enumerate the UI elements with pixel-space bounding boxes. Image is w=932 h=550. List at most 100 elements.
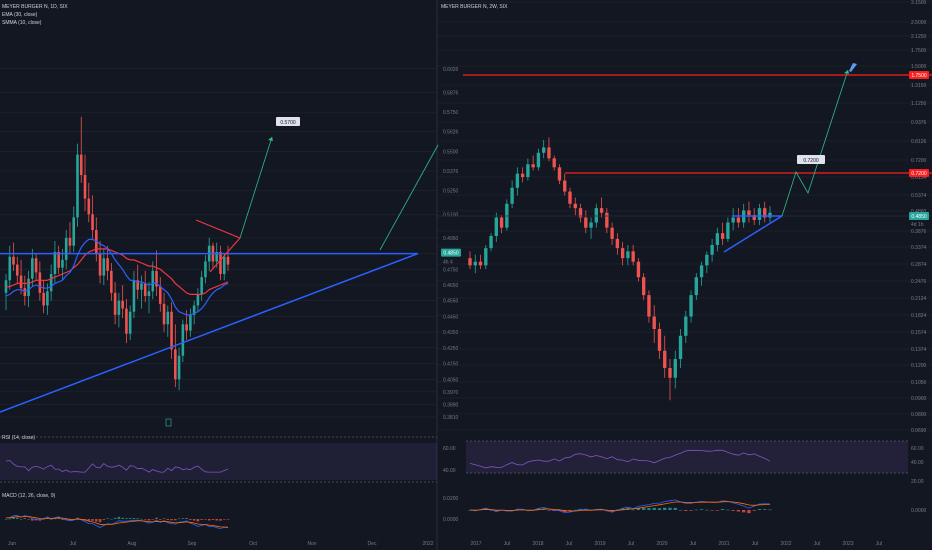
left-rsi-legend: RSI (14, close) [2,435,35,441]
right-candle-body [752,215,756,220]
right-candle-body [631,251,635,262]
right-macd-histogram-bar [647,508,651,510]
right-target-label-bg [797,155,825,164]
left-macd-histogram-bar [4,519,8,520]
right-y-tick-label: 2.1250 [911,34,927,40]
left-macd-histogram-bar [226,519,230,520]
left-rising-trendline [0,252,419,413]
left-macd-histogram-bar [95,519,98,522]
right-y-tick-label: 3.1500 [911,0,927,6]
left-macd-histogram-bar [207,519,211,521]
left-candle-body [181,324,185,356]
right-candle-body [568,191,572,204]
right-candle-body [736,217,741,223]
left-candle-body [57,252,60,268]
left-candle-body [128,311,132,334]
right-macd-histogram-bar [742,510,746,513]
left-rsi-tick: 60.00 [443,446,456,452]
right-candle-body [642,277,646,296]
right-x-tick-label: Jul [752,541,758,547]
left-y-tick-label: 0.5876 [443,90,459,96]
right-y-tick-label: 0.1050 [911,380,927,386]
right-x-tick-label: 2020 [656,541,667,547]
left-candle-body [151,270,155,292]
right-macd-histogram-bar [620,508,625,510]
right-y-tick-label: 0.0900 [911,396,927,402]
right-x-tick-label: Jul [876,541,882,547]
right-candle-body [620,248,625,259]
left-candle-body [177,355,181,380]
left-macd-histogram-bar [27,519,30,520]
left-macd-histogram-bar [132,518,136,519]
right-candle-body [552,158,556,168]
left-macd-histogram-bar [174,519,177,521]
left-macd-histogram-bar [12,517,15,519]
left-y-tick-label: 0.5500 [443,149,459,155]
left-candle-body [189,314,192,331]
right-macd-histogram-bar [720,508,725,510]
right-rsi-tick: 60.00 [911,446,924,452]
left-candle-body [140,283,143,290]
left-y-tick-label: 0.4550 [443,299,459,305]
left-rsi-pane: 60.00 40.00 [0,436,456,483]
left-macd-pane: 0.0200 0.0000 [4,496,459,530]
right-y-tick-label: 1.3150 [911,83,927,89]
left-macd-histogram-bar [121,517,124,519]
right-macd-pane: 0.0000 [468,499,927,514]
left-macd-histogram-bar [211,519,215,520]
left-candle-body [68,237,72,246]
right-candle-body [563,180,567,192]
left-candle-body [34,258,38,273]
right-macd-histogram-bar [668,507,672,510]
left-macd-histogram-bar [185,517,188,519]
right-candle-body [589,222,593,228]
left-y-tick-label: 0.5626 [443,130,459,136]
left-candle-body [136,280,139,290]
right-y-tick-label: 0.1200 [911,363,927,369]
right-candle-body [468,258,472,266]
left-candle-body [12,256,15,265]
left-candle-body [147,291,151,296]
right-y-tick-label: 0.3876 [911,229,927,235]
left-time-axis: Jun Jul Aug Sep Oct Nov Dec 2022 [8,541,434,547]
left-candle-body [46,291,49,306]
left-projection-arrow [239,136,273,239]
right-macd-histogram-bar [657,508,662,510]
left-candle-body [38,272,42,293]
right-y-tick-label: 2.5000 [911,20,927,26]
left-projection-arrowhead [268,137,273,141]
left-candle-body [174,349,177,380]
left-candle-body [132,280,136,312]
left-candle-body [23,288,27,296]
left-macd-histogram-bar [61,519,64,520]
right-projection-path [781,69,849,217]
right-y-tick-label: 0.9376 [911,120,927,126]
right-time-axis: 2017 Jul 2018 Jul 2019 Jul 2020 Jul 2021 Jul 2022 J… [470,541,882,547]
left-macd-histogram-bar [170,519,173,521]
right-x-tick-label: Jul [628,541,634,547]
right-macd-histogram-bar [768,509,772,511]
right-resistance-mid-price: 0.7200 [911,171,927,177]
right-macd-histogram-bar [652,507,656,510]
right-y-tick-label: 0.0690 [911,428,927,434]
left-macd-histogram-bar [200,519,203,520]
left-macd-histogram-bar [8,518,12,520]
right-signal-line [469,501,771,512]
right-projection-arrowhead [844,70,849,74]
left-macd-histogram-bar [42,519,45,520]
right-y-tick-label: 0.2476 [911,279,927,285]
left-candle-body [102,258,106,276]
right-candle-body [594,208,598,223]
rocket-icon [849,63,857,72]
left-macd-histogram-bar [68,519,72,521]
left-x-tick-label: Jun [8,541,16,547]
left-smma-line [5,238,229,316]
right-y-tick-label: 0.2874 [911,262,927,268]
left-candle-body [162,303,166,325]
left-candle-body [158,286,162,304]
left-candle-body [72,217,76,246]
right-candle-body [573,203,577,209]
left-macd-histogram-bar [140,518,143,520]
right-resistance-top-price-bg [909,71,929,79]
right-candle-body [710,244,714,255]
